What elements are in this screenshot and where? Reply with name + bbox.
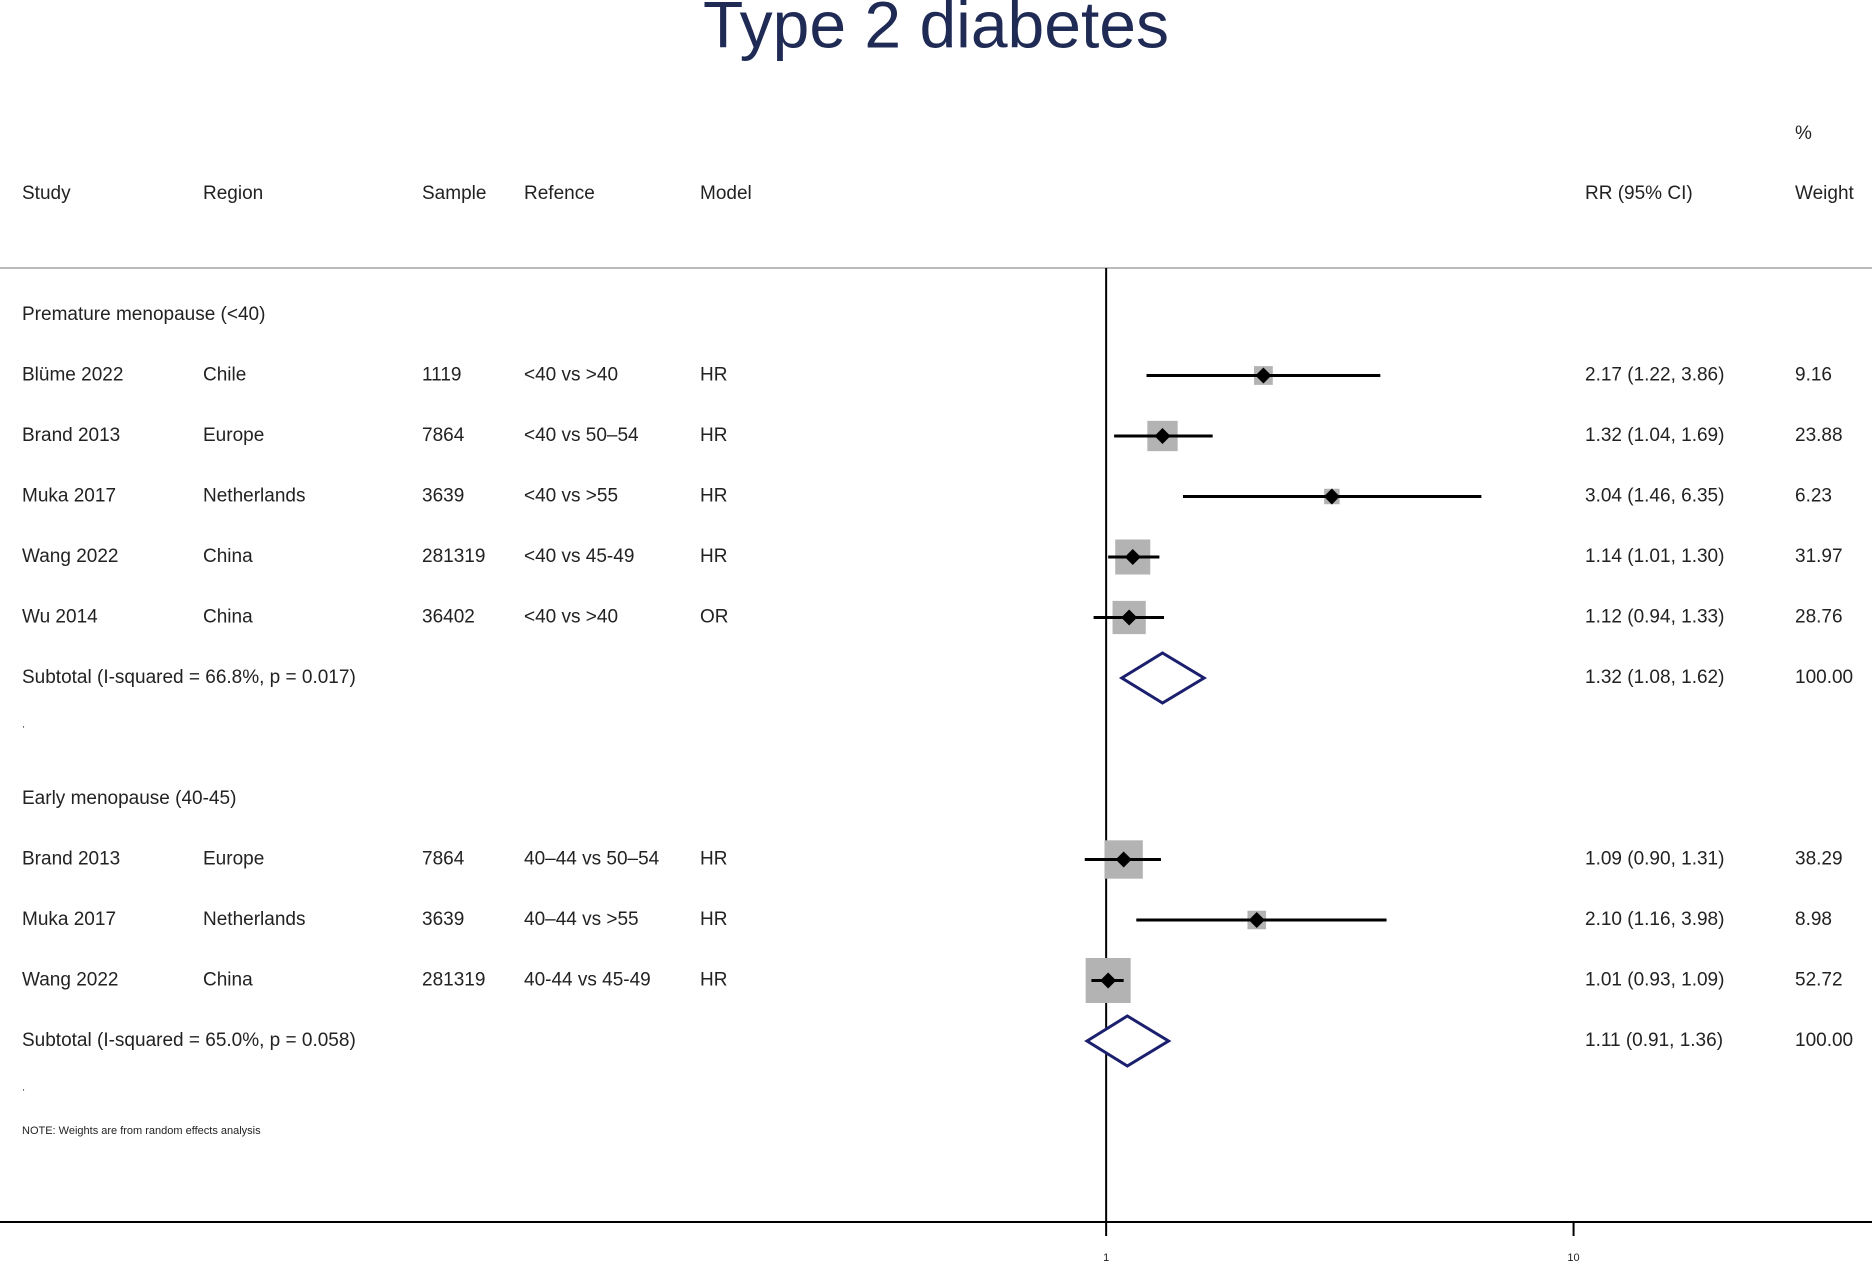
cell-rr: 1.11 (0.91, 1.36): [1585, 1030, 1723, 1051]
cell-rr: 1.12 (0.94, 1.33): [1585, 607, 1724, 628]
cell-reference: <40 vs >55: [524, 486, 618, 507]
footnote: NOTE: Weights are from random effects an…: [22, 1125, 261, 1137]
cell-sample: 1119: [422, 365, 461, 386]
cell-region: Netherlands: [203, 486, 305, 507]
cell-weight: 9.16: [1795, 365, 1832, 386]
cell-model: HR: [700, 486, 727, 507]
cell-sample: 3639: [422, 486, 464, 507]
cell-sample: 281319: [422, 546, 485, 567]
cell-model: HR: [700, 546, 727, 567]
cell-study: Wang 2022: [22, 970, 118, 991]
cell-reference: 40-44 vs 45-49: [524, 970, 651, 991]
cell-region: Chile: [203, 365, 246, 386]
cell-region: Netherlands: [203, 909, 305, 930]
header-rr: RR (95% CI): [1585, 183, 1693, 204]
cell-reference: <40 vs >40: [524, 365, 618, 386]
cell-study: Wu 2014: [22, 607, 98, 628]
cell-model: OR: [700, 607, 729, 628]
cell-model: HR: [700, 909, 727, 930]
cell-weight: 28.76: [1795, 607, 1843, 628]
cell-rr: 1.01 (0.93, 1.09): [1585, 970, 1724, 991]
cell-weight: 52.72: [1795, 970, 1843, 991]
cell-sample: 7864: [422, 425, 465, 446]
cell-reference: <40 vs 45-49: [524, 546, 634, 567]
cell-study: Brand 2013: [22, 849, 120, 870]
cell-region: China: [203, 970, 253, 991]
header-weight: Weight: [1795, 183, 1855, 204]
cell-weight: 23.88: [1795, 425, 1843, 446]
cell-reference: 40–44 vs 50–54: [524, 849, 660, 870]
cell-rr: 2.10 (1.16, 3.98): [1585, 909, 1724, 930]
header-reference: Refence: [524, 183, 595, 204]
cell-reference: <40 vs 50–54: [524, 425, 639, 446]
point-estimate: [1115, 851, 1132, 868]
cell-rr: 3.04 (1.46, 6.35): [1585, 486, 1724, 507]
subtotal-label: Subtotal (I-squared = 66.8%, p = 0.017): [22, 667, 356, 688]
cell-model: HR: [700, 849, 727, 870]
cell-weight: 31.97: [1795, 546, 1843, 567]
cell-rr: 1.14 (1.01, 1.30): [1585, 546, 1724, 567]
cell-region: China: [203, 607, 253, 628]
point-estimate: [1121, 609, 1138, 626]
cell-rr: 1.32 (1.08, 1.62): [1585, 667, 1724, 688]
cell-weight: 8.98: [1795, 909, 1832, 930]
cell-study: Muka 2017: [22, 909, 116, 930]
point-estimate: [1255, 367, 1272, 384]
point-estimate: [1124, 549, 1141, 565]
header-model: Model: [700, 183, 752, 204]
cell-weight: 100.00: [1795, 667, 1853, 688]
group-label: Premature menopause (<40): [22, 304, 265, 325]
cell-model: HR: [700, 365, 727, 386]
x-tick-label: 10: [1567, 1252, 1579, 1264]
header-study: Study: [22, 183, 71, 204]
cell-rr: 2.17 (1.22, 3.86): [1585, 365, 1724, 386]
cell-reference: 40–44 vs >55: [524, 909, 639, 930]
cell-weight: 100.00: [1795, 1030, 1853, 1051]
cell-sample: 36402: [422, 607, 475, 628]
cell-study: Brand 2013: [22, 425, 120, 446]
cell-study: Wang 2022: [22, 546, 118, 567]
pooled-diamond: [1118, 651, 1207, 705]
point-estimate: [1100, 972, 1117, 989]
header-weight-top: %: [1795, 123, 1812, 144]
cell-sample: 3639: [422, 909, 464, 930]
point-estimate: [1248, 912, 1265, 928]
cell-region: Europe: [203, 849, 264, 870]
cell-model: HR: [700, 970, 727, 991]
subtotal-label: Subtotal (I-squared = 65.0%, p = 0.058): [22, 1030, 356, 1051]
cell-rr: 1.32 (1.04, 1.69): [1585, 425, 1724, 446]
cell-rr: 1.09 (0.90, 1.31): [1585, 849, 1724, 870]
header-region: Region: [203, 183, 263, 204]
group-label: Early menopause (40-45): [22, 788, 236, 809]
cell-weight: 6.23: [1795, 486, 1832, 507]
header-sample: Sample: [422, 183, 486, 204]
chart-title: Type 2 diabetes: [703, 0, 1169, 61]
point-estimate: [1154, 428, 1171, 444]
cell-reference: <40 vs >40: [524, 607, 618, 628]
group-end-mark: .: [22, 718, 25, 730]
cell-model: HR: [700, 425, 727, 446]
cell-study: Muka 2017: [22, 486, 116, 507]
group-end-mark: .: [22, 1081, 25, 1093]
cell-sample: 281319: [422, 970, 485, 991]
pooled-diamond: [1084, 1014, 1172, 1068]
cell-weight: 38.29: [1795, 849, 1843, 870]
cell-study: Blüme 2022: [22, 365, 123, 386]
cell-region: China: [203, 546, 253, 567]
cell-sample: 7864: [422, 849, 465, 870]
cell-region: Europe: [203, 425, 264, 446]
x-tick-label: 1: [1103, 1252, 1109, 1264]
point-estimate: [1323, 488, 1340, 505]
